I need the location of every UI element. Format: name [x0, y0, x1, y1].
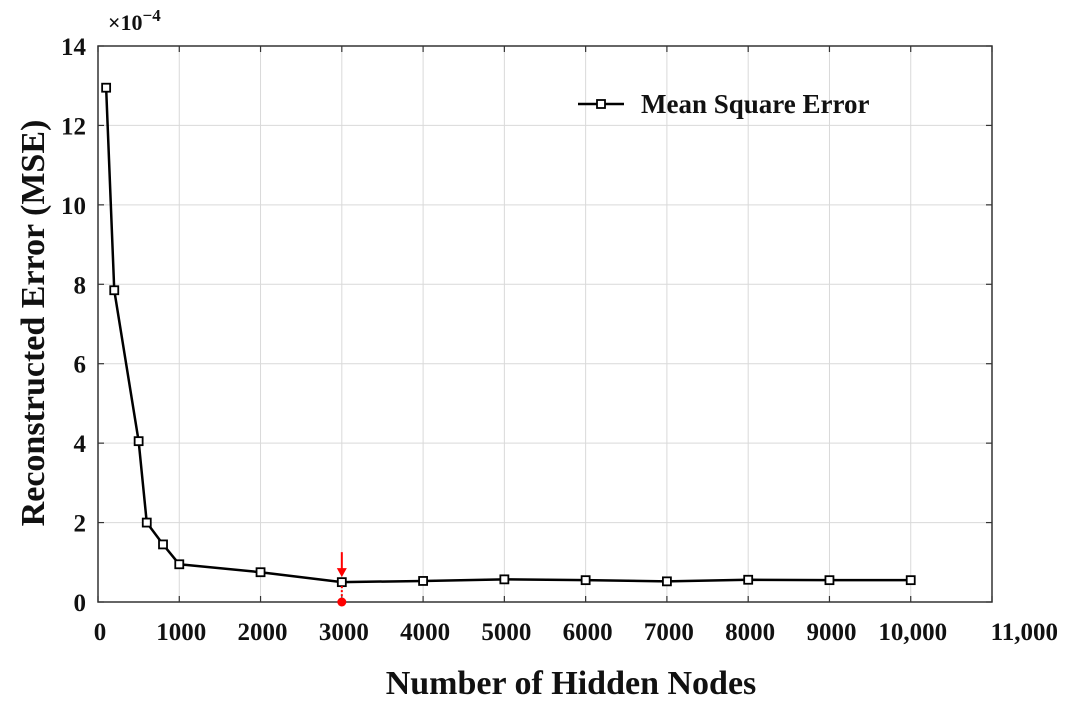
data-point: [580, 575, 591, 586]
x-tick-label: 3000: [319, 619, 369, 646]
data-point: [174, 559, 185, 570]
x-axis-title: Number of Hidden Nodes: [386, 665, 757, 702]
arrow-head: [336, 568, 347, 578]
x-tick-label: 10,000: [878, 619, 947, 646]
x-tick-labels: 0 1000 2000 3000 4000 5000 6000 7000 8000 9000 10,…: [94, 619, 1058, 646]
y-tick-label: 2: [74, 511, 87, 538]
legend-marker-swatch: [596, 99, 606, 109]
y-tick-label: 8: [74, 272, 87, 299]
data-point: [133, 436, 144, 447]
x-tick-label: 11,000: [991, 619, 1058, 646]
y-axis-multiplier: ×10−4: [108, 6, 161, 35]
tick-marks: [97, 45, 993, 603]
data-point: [336, 577, 347, 588]
x-tick-label: 9000: [806, 619, 856, 646]
x-tick-label: 5000: [481, 619, 531, 646]
x-tick-label: 6000: [563, 619, 613, 646]
data-point: [824, 575, 835, 586]
y-tick-label: 12: [61, 113, 86, 140]
y-tick-label: 14: [61, 34, 87, 61]
y-tick-label: 0: [74, 590, 87, 617]
legend-label: Mean Square Error: [641, 89, 870, 119]
y-axis-title: Reconstructed Error (MSE): [15, 120, 52, 527]
data-point: [499, 574, 510, 585]
y-tick-label: 6: [74, 352, 87, 379]
grid: [97, 45, 993, 603]
data-point: [905, 575, 916, 586]
data-point: [662, 576, 672, 587]
x-tick-label: 0: [94, 619, 107, 646]
data-point: [743, 574, 754, 585]
optimum-dot: [337, 597, 347, 607]
x-tick-label: 7000: [644, 619, 694, 646]
data-point: [418, 576, 428, 586]
legend: Mean Square Error: [578, 89, 870, 119]
y-tick-label: 10: [61, 193, 86, 220]
y-tick-labels: 0 2 4 6 8 10 12 14: [61, 34, 87, 617]
y-axis-exponent: −4: [143, 6, 162, 25]
y-tick-label: 4: [74, 431, 87, 458]
series-line: [104, 87, 911, 584]
data-point: [158, 539, 168, 550]
series-layer: [101, 82, 916, 588]
x-tick-label: 4000: [400, 619, 450, 646]
plot-frame: [97, 45, 993, 603]
x-tick-label: 1000: [156, 619, 206, 646]
optimum-marker: [336, 552, 347, 607]
x-tick-label: 2000: [238, 619, 288, 646]
data-point: [101, 82, 112, 93]
data-point: [255, 567, 266, 578]
data-point: [109, 285, 120, 296]
data-point: [141, 517, 152, 528]
x-tick-label: 8000: [725, 619, 775, 646]
